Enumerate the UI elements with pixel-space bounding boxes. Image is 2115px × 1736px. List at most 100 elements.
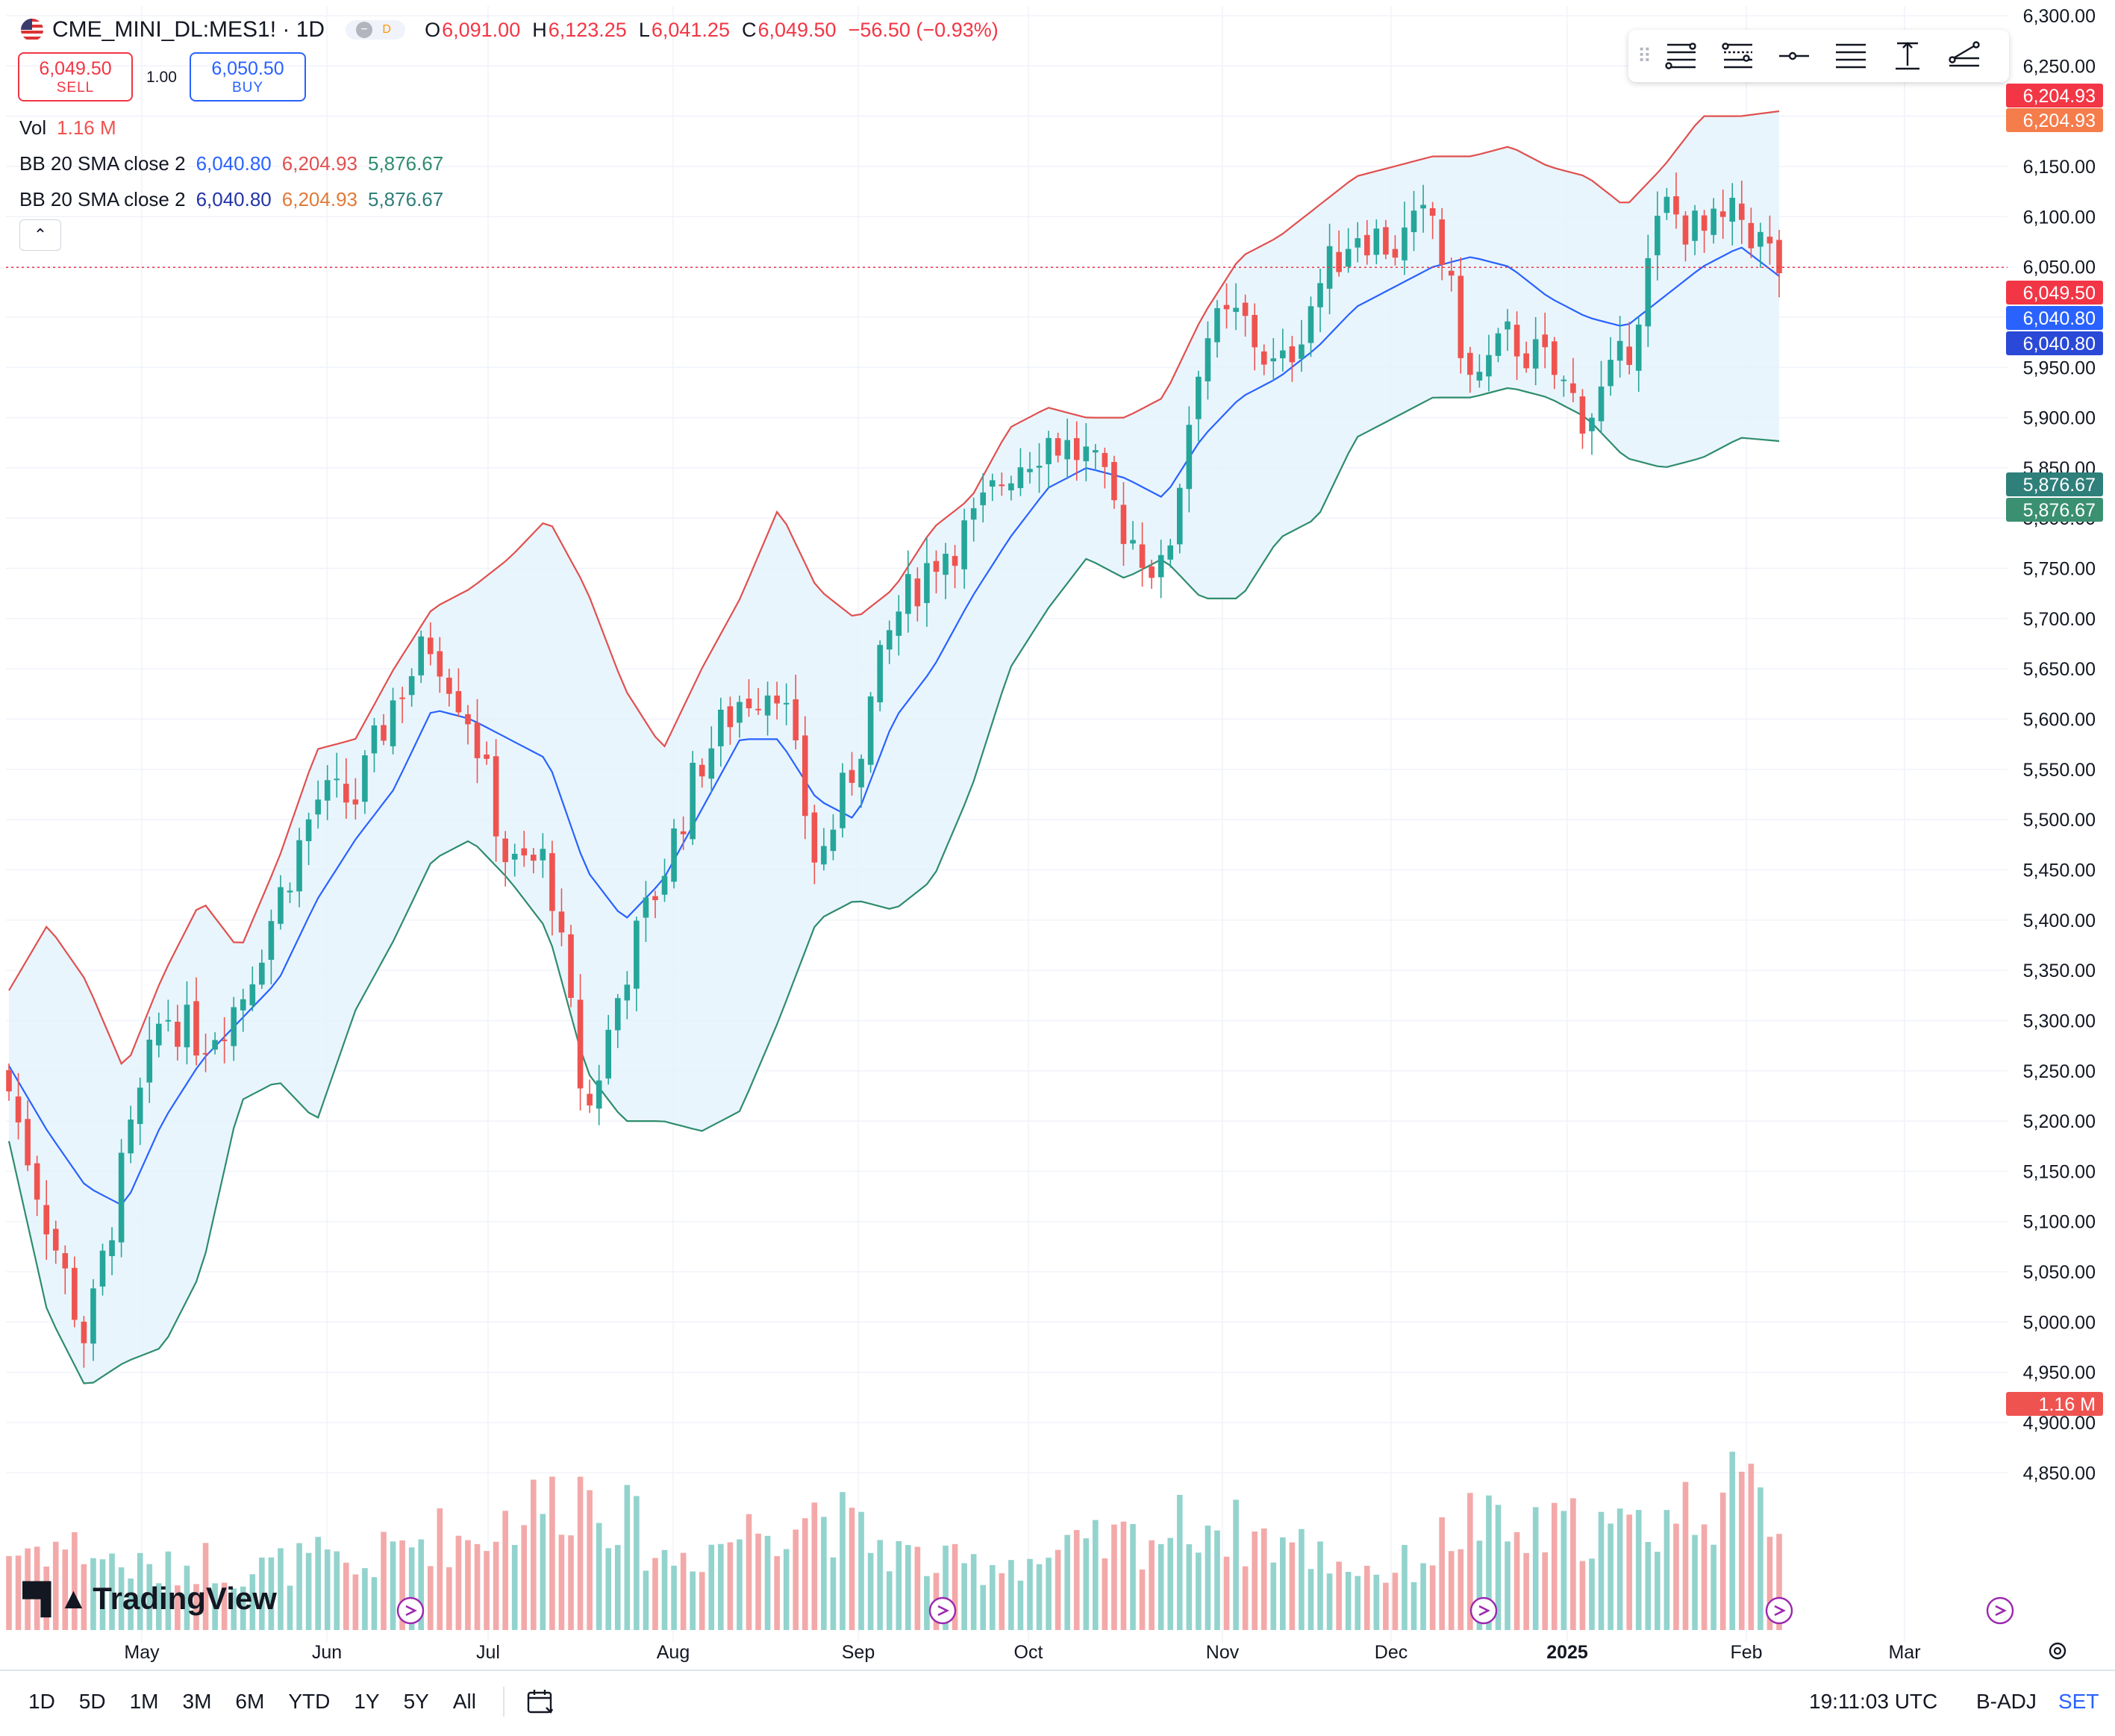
symbol-header: CME_MINI_DL:MES1! · 1D − D O 6,091.00 H 6,… [21,13,999,46]
volume-bar [540,1514,546,1630]
status-pill[interactable]: − D [346,20,406,40]
candle-body [1439,219,1445,265]
volume-bar [1130,1523,1136,1630]
marker-arrow [937,1605,949,1617]
volume-bar [840,1492,846,1630]
range-3m[interactable]: 3M [182,1690,212,1713]
range-6m[interactable]: 6M [235,1690,265,1713]
volume-bar [970,1554,977,1630]
candle-body [1064,440,1070,460]
low-value: 6,041.25 [651,18,730,41]
volume-bar [175,1585,181,1630]
price-axis-label: 5,650.00 [2023,659,2096,680]
volume-bar [1738,1471,1745,1630]
volume-bar [1570,1498,1576,1630]
logo-text: TradingView [93,1581,277,1616]
volume-bar [1495,1505,1502,1630]
collapse-legend-button[interactable]: ⌃ [19,219,61,251]
price-axis-label: 5,350.00 [2023,961,2096,981]
candle-body [1711,208,1716,235]
candle-body [1317,283,1323,307]
candle-body [840,772,846,828]
volume-bar [1439,1517,1445,1630]
gear-icon [2049,1642,2066,1660]
legend-bb-1[interactable]: BB 20 SMA close 2 6,040.80 6,204.93 5,876.6… [19,152,454,175]
price-axis-label: 5,950.00 [2023,357,2096,378]
range-1m[interactable]: 1M [129,1690,159,1713]
tool-button-1[interactable] [1652,34,1709,78]
adjustment-toggle[interactable]: B-ADJ [1976,1679,2037,1724]
symbol-title[interactable]: CME_MINI_DL:MES1! · 1D [52,17,325,42]
tool-button-6[interactable] [1936,34,1993,78]
volume-bar [446,1567,452,1630]
price-axis-label: 5,250.00 [2023,1061,2096,1082]
range-1d[interactable]: 1D [28,1690,55,1713]
tool-button-3[interactable] [1766,34,1822,78]
candle-body [999,484,1005,487]
volume-bar [390,1541,396,1630]
candle-body [1608,360,1613,387]
tool-button-4[interactable] [1822,34,1879,78]
candle-body [343,784,349,803]
volume-bar [324,1549,331,1630]
candle-body [1589,417,1595,431]
range-5d[interactable]: 5D [78,1690,106,1713]
range-all[interactable]: All [452,1690,476,1713]
marker-arrow [1478,1605,1490,1617]
volume-bar [259,1557,265,1630]
candle-body [118,1152,125,1243]
volume-bar [1608,1523,1613,1630]
open-value: 6,091.00 [442,18,521,41]
volume-bar [1635,1510,1642,1630]
volume-bar [1748,1464,1755,1630]
candle-body [680,831,687,834]
tool-button-2[interactable] [1709,34,1766,78]
sell-button[interactable]: 6,049.50 SELL [18,52,133,102]
price-axis-label: 4,850.00 [2023,1463,2096,1484]
buy-button[interactable]: 6,050.50 BUY [190,52,306,102]
volume-bar [427,1566,434,1630]
candle-body [184,1005,190,1048]
candle-body [240,999,246,1011]
drag-handle-icon[interactable]: ⠿ [1637,44,1652,67]
tradingview-logo[interactable]: ▀▌▲ TradingView [22,1581,277,1617]
quantity-value[interactable]: 1.00 [146,69,177,86]
volume-bar [1663,1510,1670,1630]
volume-bar [221,1582,228,1630]
legend-bb-2[interactable]: BB 20 SMA close 2 6,040.80 6,204.93 5,876.6… [19,188,454,211]
market-closed-icon: − [356,22,373,38]
volume-bar [296,1543,302,1630]
volume-bar [1616,1508,1623,1630]
legend-volume[interactable]: Vol 1.16 M [19,116,127,140]
candle-body [634,920,640,989]
range-5y[interactable]: 5Y [403,1690,429,1713]
marker-ring [1469,1596,1498,1625]
candle-body [1645,257,1652,327]
candle-body [1719,211,1726,217]
candle-body [278,887,284,924]
horizontal-ray-icon [1779,51,1809,60]
clock[interactable]: 19:11:03 UTC [1809,1679,1937,1724]
bollinger-basis-line [8,246,1780,1206]
volume-bar [1008,1560,1014,1630]
candle-body [1186,425,1193,490]
volume-bar [1355,1576,1361,1630]
volume-bar [465,1540,471,1630]
candle-body [465,714,471,725]
candle-body [109,1240,115,1257]
volume-bar [821,1517,827,1630]
range-ytd[interactable]: YTD [288,1690,331,1713]
volume-bar [1551,1502,1558,1630]
volume-bar [137,1552,143,1630]
goto-date-button[interactable] [525,1687,555,1717]
candle-body [1196,376,1202,419]
price-tag: 5,876.67 [2006,498,2103,522]
volume-bar [549,1476,555,1630]
range-1y[interactable]: 1Y [354,1690,380,1713]
session-toggle[interactable]: SET [2058,1679,2099,1724]
candlesticks [6,172,1782,1368]
candle-body [1073,438,1080,460]
tool-button-5[interactable] [1879,34,1936,78]
candle-body [315,799,321,815]
